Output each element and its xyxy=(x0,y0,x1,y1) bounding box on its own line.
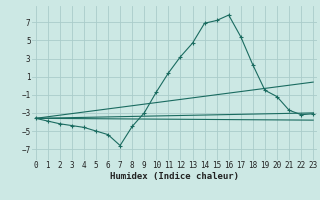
X-axis label: Humidex (Indice chaleur): Humidex (Indice chaleur) xyxy=(110,172,239,181)
